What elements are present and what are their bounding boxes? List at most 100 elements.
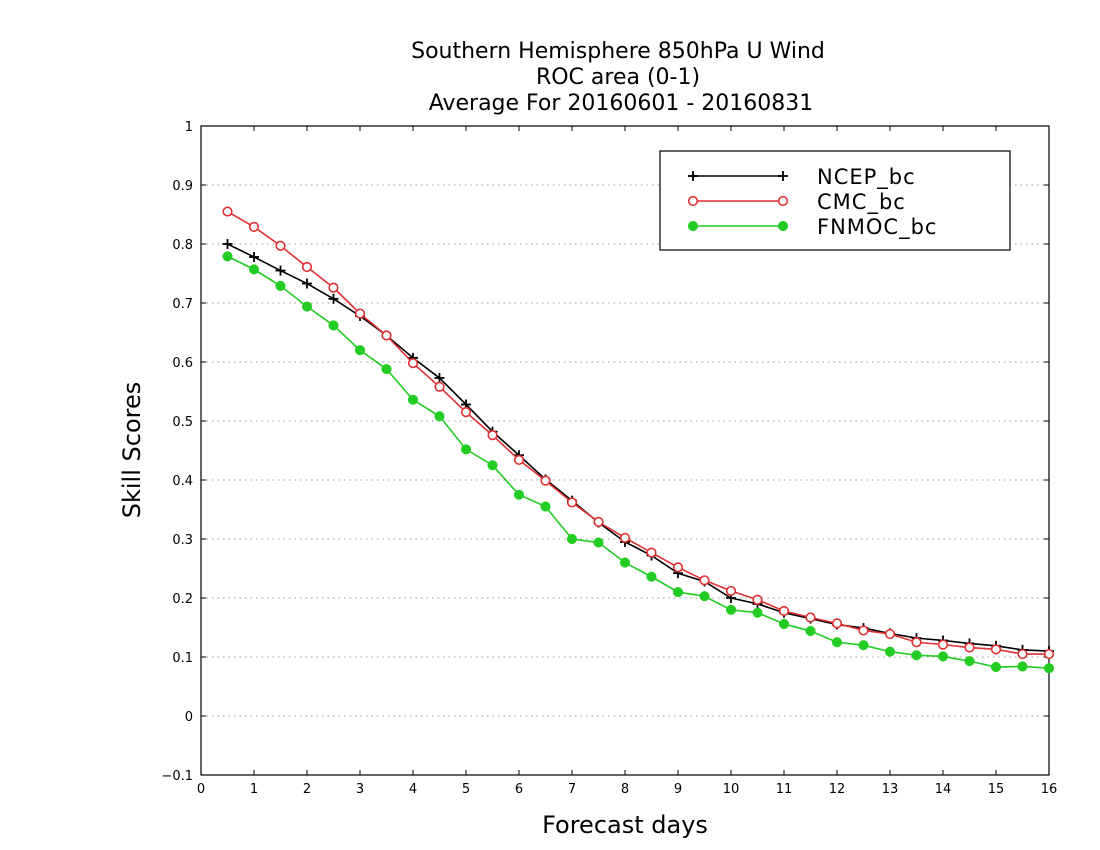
data-point-fnmoc-bc: [937, 651, 949, 662]
data-point-cmc-bc: [884, 628, 896, 640]
data-point-cmc-bc: [699, 575, 710, 586]
legend-label: NCEP_bc: [817, 165, 916, 190]
data-point-cmc-bc: [911, 637, 922, 648]
series-cmc-bc: [222, 206, 1055, 660]
data-point-fnmoc-bc: [434, 411, 445, 422]
data-point-fnmoc-bc: [354, 345, 366, 356]
data-point-cmc-bc: [752, 594, 763, 605]
series-line-fnmoc-bc: [227, 255, 1050, 670]
y-tick-label: 1: [185, 120, 193, 135]
y-tick-label: 0.2: [172, 592, 193, 607]
data-point-fnmoc-bc: [990, 661, 1002, 673]
data-point-fnmoc-bc: [593, 537, 604, 548]
data-point-cmc-bc: [248, 221, 260, 232]
x-tick-label: 7: [568, 782, 576, 797]
data-point-fnmoc-bc: [407, 394, 419, 405]
x-tick-label: 2: [303, 782, 311, 797]
legend-marker: [777, 195, 789, 207]
data-point-fnmoc-bc: [301, 301, 313, 312]
x-tick-label: 12: [829, 782, 846, 797]
y-tick-label: 0.4: [172, 474, 193, 489]
data-point-cmc-bc: [328, 282, 339, 293]
data-point-cmc-bc: [964, 642, 975, 653]
x-axis-ticks: 0 1 2 3 4 5 6 7 8 9 10 11 12 13 14 15 16: [197, 126, 1057, 797]
data-point-ncep-bc: [302, 278, 312, 289]
data-point-cmc-bc: [858, 625, 869, 636]
data-point-cmc-bc: [725, 585, 737, 597]
chart-title: Southern Hemisphere 850hPa U Wind ROC ar…: [411, 39, 825, 116]
x-tick-label: 11: [776, 782, 793, 797]
data-point-cmc-bc: [381, 330, 392, 341]
data-point-fnmoc-bc: [513, 489, 525, 500]
legend-marker: [687, 195, 699, 207]
y-axis-ticks: −0.1 0 0.1 0.2 0.3 0.4 0.5 0.6 0.7 0.8 0.9 1: [161, 120, 1049, 784]
x-tick-label: 13: [882, 782, 899, 797]
data-point-fnmoc-bc: [805, 625, 816, 637]
x-tick-label: 10: [723, 782, 740, 797]
data-point-cmc-bc: [540, 475, 551, 486]
data-point-cmc-bc: [593, 516, 604, 527]
legend-marker: [688, 171, 698, 181]
data-point-cmc-bc: [778, 605, 790, 617]
data-point-cmc-bc: [275, 240, 286, 251]
data-point-fnmoc-bc: [858, 640, 869, 651]
legend-entry-fnmoc-bc: FNMOC_bc: [687, 215, 937, 240]
x-tick-label: 0: [197, 782, 205, 797]
legend-label: CMC_bc: [817, 190, 906, 215]
data-point-fnmoc-bc: [487, 460, 498, 471]
legend-entry-cmc-bc: CMC_bc: [687, 190, 906, 215]
data-point-cmc-bc: [672, 562, 684, 573]
legend-marker: [778, 171, 788, 181]
series-fnmoc-bc: [222, 251, 1055, 674]
data-point-cmc-bc: [434, 381, 445, 392]
y-tick-label: −0.1: [161, 769, 193, 784]
data-point-fnmoc-bc: [884, 646, 896, 657]
data-point-fnmoc-bc: [460, 444, 472, 455]
data-point-fnmoc-bc: [964, 656, 975, 667]
y-tick-label: 0.7: [172, 297, 193, 312]
y-tick-label: 0.8: [172, 238, 193, 253]
series-line-cmc-bc: [227, 210, 1049, 655]
data-point-fnmoc-bc: [222, 251, 233, 262]
y-tick-label: 0.6: [172, 356, 193, 371]
data-point-fnmoc-bc: [275, 280, 286, 291]
data-point-ncep-bc: [249, 251, 259, 262]
legend-label: FNMOC_bc: [817, 215, 937, 240]
data-point-fnmoc-bc: [831, 637, 843, 648]
data-point-ncep-bc: [328, 293, 339, 304]
data-point-cmc-bc: [805, 612, 816, 623]
data-point-cmc-bc: [1043, 648, 1055, 660]
legend-marker: [777, 220, 789, 232]
data-point-fnmoc-bc: [646, 571, 657, 582]
data-point-fnmoc-bc: [328, 320, 339, 331]
data-point-cmc-bc: [407, 358, 419, 369]
data-point-fnmoc-bc: [540, 501, 551, 512]
data-point-fnmoc-bc: [619, 557, 631, 568]
data-point-cmc-bc: [513, 454, 525, 466]
y-tick-label: 0.5: [172, 415, 193, 430]
x-tick-label: 3: [356, 782, 364, 797]
data-point-fnmoc-bc: [381, 364, 392, 375]
data-point-fnmoc-bc: [672, 587, 684, 598]
legend-marker: [687, 220, 699, 232]
data-point-cmc-bc: [831, 618, 843, 629]
data-point-fnmoc-bc: [248, 264, 260, 275]
data-point-cmc-bc: [354, 308, 366, 319]
data-point-cmc-bc: [566, 497, 578, 508]
y-tick-label: 0.3: [172, 533, 193, 548]
x-tick-label: 9: [674, 782, 682, 797]
data-point-fnmoc-bc: [566, 533, 578, 545]
legend-entry-ncep-bc: NCEP_bc: [688, 165, 916, 190]
x-tick-label: 5: [462, 782, 470, 797]
x-axis-label: Forecast days: [542, 811, 708, 839]
data-point-fnmoc-bc: [752, 607, 763, 618]
x-tick-label: 15: [988, 782, 1005, 797]
data-point-fnmoc-bc: [725, 604, 737, 615]
data-point-cmc-bc: [487, 430, 498, 441]
data-point-ncep-bc: [275, 265, 286, 276]
x-tick-label: 6: [515, 782, 523, 797]
data-point-cmc-bc: [301, 261, 313, 273]
